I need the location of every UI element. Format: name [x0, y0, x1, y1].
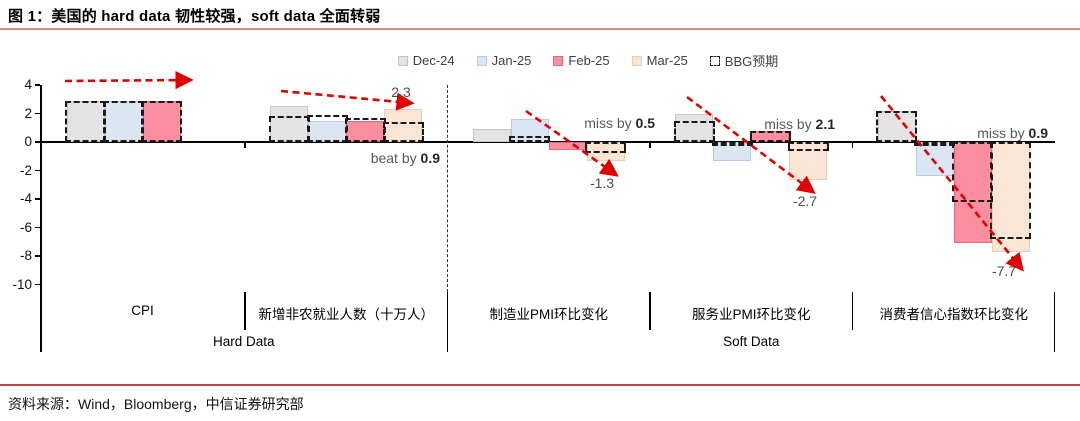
- figure-title: 图 1：美国的 hard data 韧性较强，soft data 全面转弱: [8, 8, 381, 25]
- category-separator: [244, 292, 246, 330]
- y-tick-mark: [35, 84, 40, 86]
- y-tick-mark: [35, 255, 40, 257]
- bbg-expectation-box: [749, 131, 791, 142]
- bbg-expectation-box: [990, 142, 1032, 239]
- y-tick-label: -6: [19, 219, 32, 235]
- section-label: Hard Data: [212, 334, 275, 349]
- x-axis-tick: [649, 142, 651, 148]
- y-tick-mark: [35, 141, 40, 143]
- legend-item: Dec-24: [397, 53, 455, 68]
- footer-rule: [0, 384, 1080, 386]
- annotation-note: beat by 0.9: [370, 150, 440, 166]
- legend-item: Feb-25: [553, 53, 610, 68]
- category-separator: [851, 292, 854, 330]
- y-tick-mark: [35, 198, 40, 200]
- bbg-expectation-box: [711, 142, 753, 147]
- bbg-expectation-box: [914, 142, 956, 147]
- legend-item: Jan-25: [476, 53, 532, 68]
- annotation-value: -1.3: [589, 175, 615, 191]
- annotation-note: miss by 0.5: [584, 115, 655, 131]
- y-tick-label: -8: [19, 248, 32, 263]
- legend-label: Feb-25: [568, 53, 610, 68]
- bbg-expectation-box: [306, 114, 348, 142]
- legend-label: Mar-25: [646, 53, 688, 68]
- legend-swatch-dashed-icon: [709, 55, 720, 66]
- legend-swatch-icon: [553, 55, 564, 66]
- category-label: CPI: [131, 303, 154, 318]
- bar-Mar-25: [384, 109, 423, 142]
- y-tick-label: 2: [24, 105, 32, 121]
- hard-soft-divider-solid: [446, 292, 449, 352]
- legend-item: Mar-25: [631, 53, 688, 68]
- x-axis-tick: [851, 142, 854, 148]
- category-label: 制造业PMI环比变化: [489, 307, 609, 322]
- annotation-value: -2.7: [792, 193, 818, 209]
- legend-label: Jan-25: [491, 53, 532, 68]
- y-tick-mark: [35, 112, 40, 115]
- bbg-expectation-box: [268, 116, 310, 142]
- legend: Dec-24 Jan-25 Feb-25 Mar-25 BBG预期: [48, 51, 1080, 70]
- bbg-expectation-box: [787, 142, 829, 151]
- annotation-value: -7.7: [991, 263, 1017, 279]
- section-label: Soft Data: [723, 334, 780, 349]
- category-label: 新增非农就业人数（十万人）: [258, 307, 435, 322]
- y-tick-label: 0: [24, 134, 32, 149]
- bar-Jan-25: [915, 142, 954, 177]
- bbg-expectation-box: [876, 110, 918, 142]
- title-rule: [0, 28, 1080, 30]
- category-separator: [649, 292, 651, 330]
- legend-label: Dec-24: [412, 53, 455, 68]
- bbg-expectation-box: [103, 100, 144, 142]
- x-axis-tick: [244, 142, 246, 148]
- legend-swatch-icon: [476, 55, 487, 66]
- legend-swatch-icon: [631, 55, 642, 66]
- annotation-note: miss by 2.1: [764, 116, 835, 132]
- category-label: 消费者信心指数环比变化: [879, 307, 1029, 322]
- y-tick-label: -10: [12, 276, 32, 292]
- bbg-expectation-box: [952, 142, 994, 202]
- y-tick-label: 4: [24, 77, 32, 92]
- legend-item: BBG预期: [709, 51, 779, 70]
- y-tick-mark: [35, 226, 40, 229]
- source-note: 资料来源：Wind，Bloomberg，中信证券研究部: [8, 396, 304, 412]
- bbg-expectation-box: [65, 100, 106, 142]
- bbg-expectation-box: [141, 100, 182, 142]
- right-boundary-line: [1053, 292, 1055, 352]
- bbg-expectation-box: [382, 122, 424, 142]
- bbg-expectation-box: [344, 117, 386, 142]
- bbg-expectation-box: [673, 121, 715, 142]
- annotation-note: miss by 0.9: [977, 125, 1048, 141]
- y-tick-label: -4: [19, 191, 32, 206]
- bbg-expectation-box: [585, 142, 627, 154]
- y-tick-mark: [35, 283, 40, 286]
- annotation-value: 2.3: [391, 84, 411, 100]
- bar-Dec-24: [270, 106, 309, 142]
- y-tick-mark: [35, 169, 40, 172]
- category-label: 服务业PMI环比变化: [691, 307, 811, 322]
- bar-Dec-24: [472, 129, 511, 142]
- y-axis-line: [40, 85, 42, 352]
- bar-Feb-25: [548, 142, 587, 150]
- hard-soft-divider-dashed: [446, 85, 448, 292]
- y-tick-label: -2: [19, 162, 32, 178]
- bbg-expectation-box: [509, 136, 551, 142]
- legend-swatch-icon: [397, 55, 408, 66]
- legend-label: BBG预期: [724, 54, 779, 69]
